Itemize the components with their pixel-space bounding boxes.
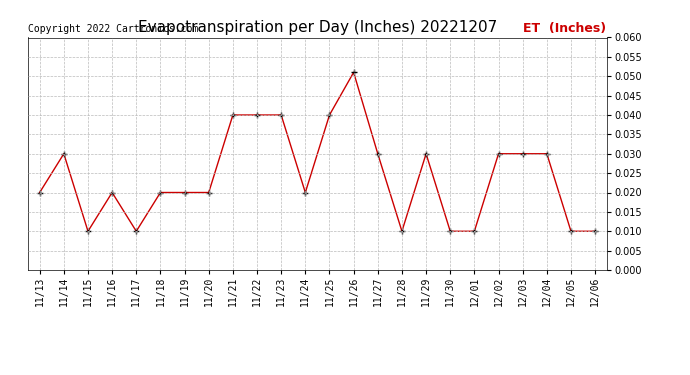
Title: Evapotranspiration per Day (Inches) 20221207: Evapotranspiration per Day (Inches) 2022… — [138, 20, 497, 35]
Text: ET  (Inches): ET (Inches) — [524, 22, 607, 35]
Text: Copyright 2022 Cartronics.com: Copyright 2022 Cartronics.com — [28, 24, 198, 34]
